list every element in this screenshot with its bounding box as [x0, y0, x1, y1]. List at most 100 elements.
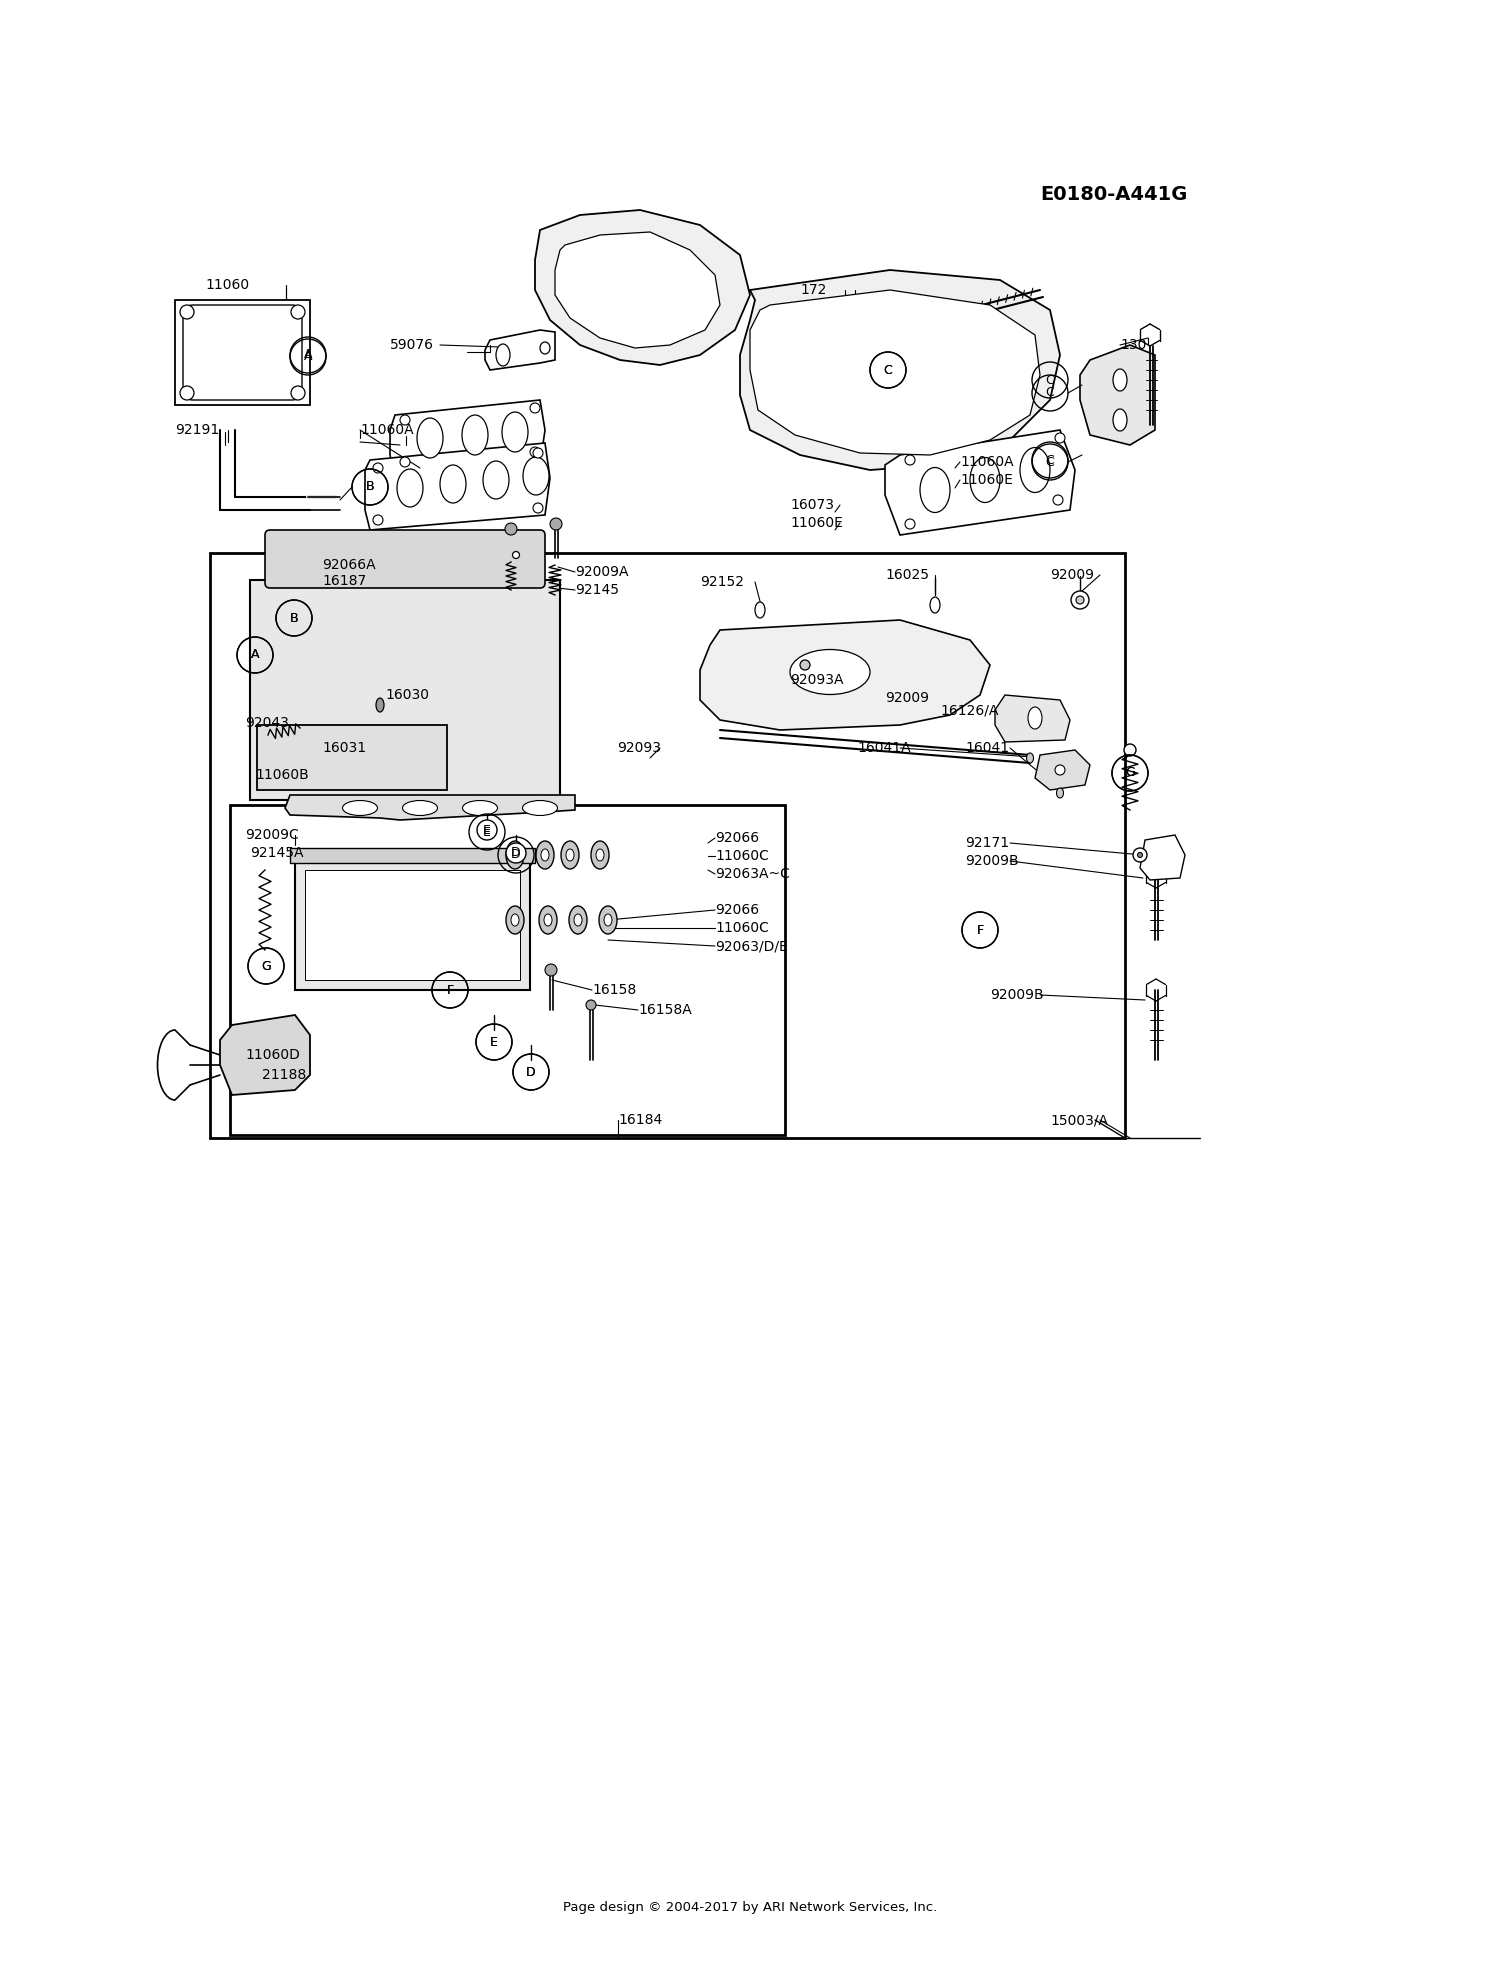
Text: 92093A: 92093A: [790, 673, 843, 687]
Text: D: D: [512, 846, 520, 859]
Ellipse shape: [598, 906, 616, 934]
Ellipse shape: [512, 850, 519, 861]
Text: D: D: [526, 1065, 536, 1079]
Text: 16158: 16158: [592, 983, 636, 997]
Ellipse shape: [477, 820, 496, 840]
Ellipse shape: [1056, 789, 1064, 799]
Text: 92009: 92009: [885, 691, 928, 704]
Ellipse shape: [561, 842, 579, 869]
Ellipse shape: [512, 914, 519, 926]
Text: G: G: [261, 959, 272, 973]
Ellipse shape: [483, 461, 508, 498]
Ellipse shape: [180, 304, 194, 320]
Bar: [230, 804, 784, 1134]
Text: 11060B: 11060B: [255, 767, 309, 783]
Ellipse shape: [1137, 853, 1143, 857]
Ellipse shape: [506, 524, 518, 536]
Ellipse shape: [596, 850, 604, 861]
Ellipse shape: [1071, 591, 1089, 608]
Text: C: C: [884, 363, 892, 377]
Ellipse shape: [754, 602, 765, 618]
Text: B: B: [366, 481, 375, 494]
Text: 16031: 16031: [322, 742, 366, 755]
Text: 92152: 92152: [700, 575, 744, 589]
Ellipse shape: [291, 304, 304, 320]
Text: A: A: [251, 649, 260, 661]
Text: 92009A: 92009A: [574, 565, 628, 579]
Polygon shape: [1080, 345, 1155, 445]
Polygon shape: [750, 290, 1040, 455]
Text: 130: 130: [1120, 337, 1146, 351]
Ellipse shape: [566, 850, 574, 861]
Text: Page design © 2004-2017 by ARI Network Services, Inc.: Page design © 2004-2017 by ARI Network S…: [562, 1901, 938, 1913]
Polygon shape: [555, 232, 720, 347]
Ellipse shape: [1054, 765, 1065, 775]
Text: 11060A: 11060A: [360, 424, 414, 438]
Ellipse shape: [604, 914, 612, 926]
Ellipse shape: [591, 842, 609, 869]
Polygon shape: [364, 443, 550, 530]
Text: E: E: [490, 1036, 498, 1048]
Text: E: E: [483, 826, 490, 838]
Ellipse shape: [503, 412, 528, 451]
Text: 92009B: 92009B: [964, 853, 1018, 867]
Polygon shape: [285, 795, 574, 820]
Polygon shape: [700, 620, 990, 730]
Bar: [210, 553, 1125, 1138]
Ellipse shape: [400, 457, 410, 467]
Text: E: E: [490, 1036, 498, 1048]
Text: C: C: [1046, 387, 1054, 400]
Ellipse shape: [1054, 434, 1065, 443]
Ellipse shape: [800, 659, 810, 669]
Text: 16158A: 16158A: [638, 1003, 692, 1016]
Text: 16187: 16187: [322, 575, 366, 589]
Text: 16126/A: 16126/A: [940, 702, 999, 716]
Bar: [290, 848, 536, 863]
Text: 16025: 16025: [885, 569, 928, 583]
Ellipse shape: [440, 465, 466, 502]
Ellipse shape: [402, 800, 438, 816]
Ellipse shape: [540, 341, 550, 353]
Polygon shape: [740, 271, 1060, 471]
Text: F: F: [976, 924, 984, 936]
Bar: [256, 726, 447, 791]
Text: 92093: 92093: [616, 742, 662, 755]
Text: 92009B: 92009B: [990, 989, 1044, 1003]
Ellipse shape: [538, 906, 556, 934]
Text: 92009: 92009: [1050, 569, 1094, 583]
Text: 92063A~C: 92063A~C: [716, 867, 791, 881]
Ellipse shape: [1026, 753, 1033, 763]
Bar: [296, 859, 530, 991]
Ellipse shape: [522, 800, 558, 816]
Ellipse shape: [920, 467, 950, 512]
Ellipse shape: [586, 1001, 596, 1010]
Ellipse shape: [970, 457, 1000, 502]
Text: 92009C: 92009C: [244, 828, 298, 842]
Text: 92145A: 92145A: [251, 846, 303, 859]
Ellipse shape: [530, 447, 540, 457]
Text: 92145: 92145: [574, 583, 620, 596]
Text: 92066A: 92066A: [322, 557, 375, 573]
Polygon shape: [994, 695, 1070, 742]
Ellipse shape: [417, 418, 442, 457]
Ellipse shape: [790, 649, 870, 695]
Text: G: G: [1125, 767, 1136, 779]
Ellipse shape: [1124, 744, 1136, 755]
FancyBboxPatch shape: [183, 304, 302, 400]
Text: 16073: 16073: [790, 498, 834, 512]
Text: D: D: [526, 1065, 536, 1079]
Polygon shape: [536, 210, 750, 365]
Text: 92171: 92171: [964, 836, 1010, 850]
Text: 92063/D/E: 92063/D/E: [716, 940, 788, 954]
Text: G: G: [261, 959, 272, 973]
Text: B: B: [366, 481, 375, 494]
Text: 16041: 16041: [964, 742, 1010, 755]
Bar: [251, 581, 560, 800]
Ellipse shape: [496, 343, 510, 367]
Text: 15003/A: 15003/A: [1050, 1112, 1108, 1126]
Text: 16184: 16184: [618, 1112, 663, 1126]
Ellipse shape: [568, 906, 586, 934]
Text: 172: 172: [800, 283, 826, 296]
Polygon shape: [390, 400, 544, 475]
Text: 11060: 11060: [206, 279, 249, 292]
